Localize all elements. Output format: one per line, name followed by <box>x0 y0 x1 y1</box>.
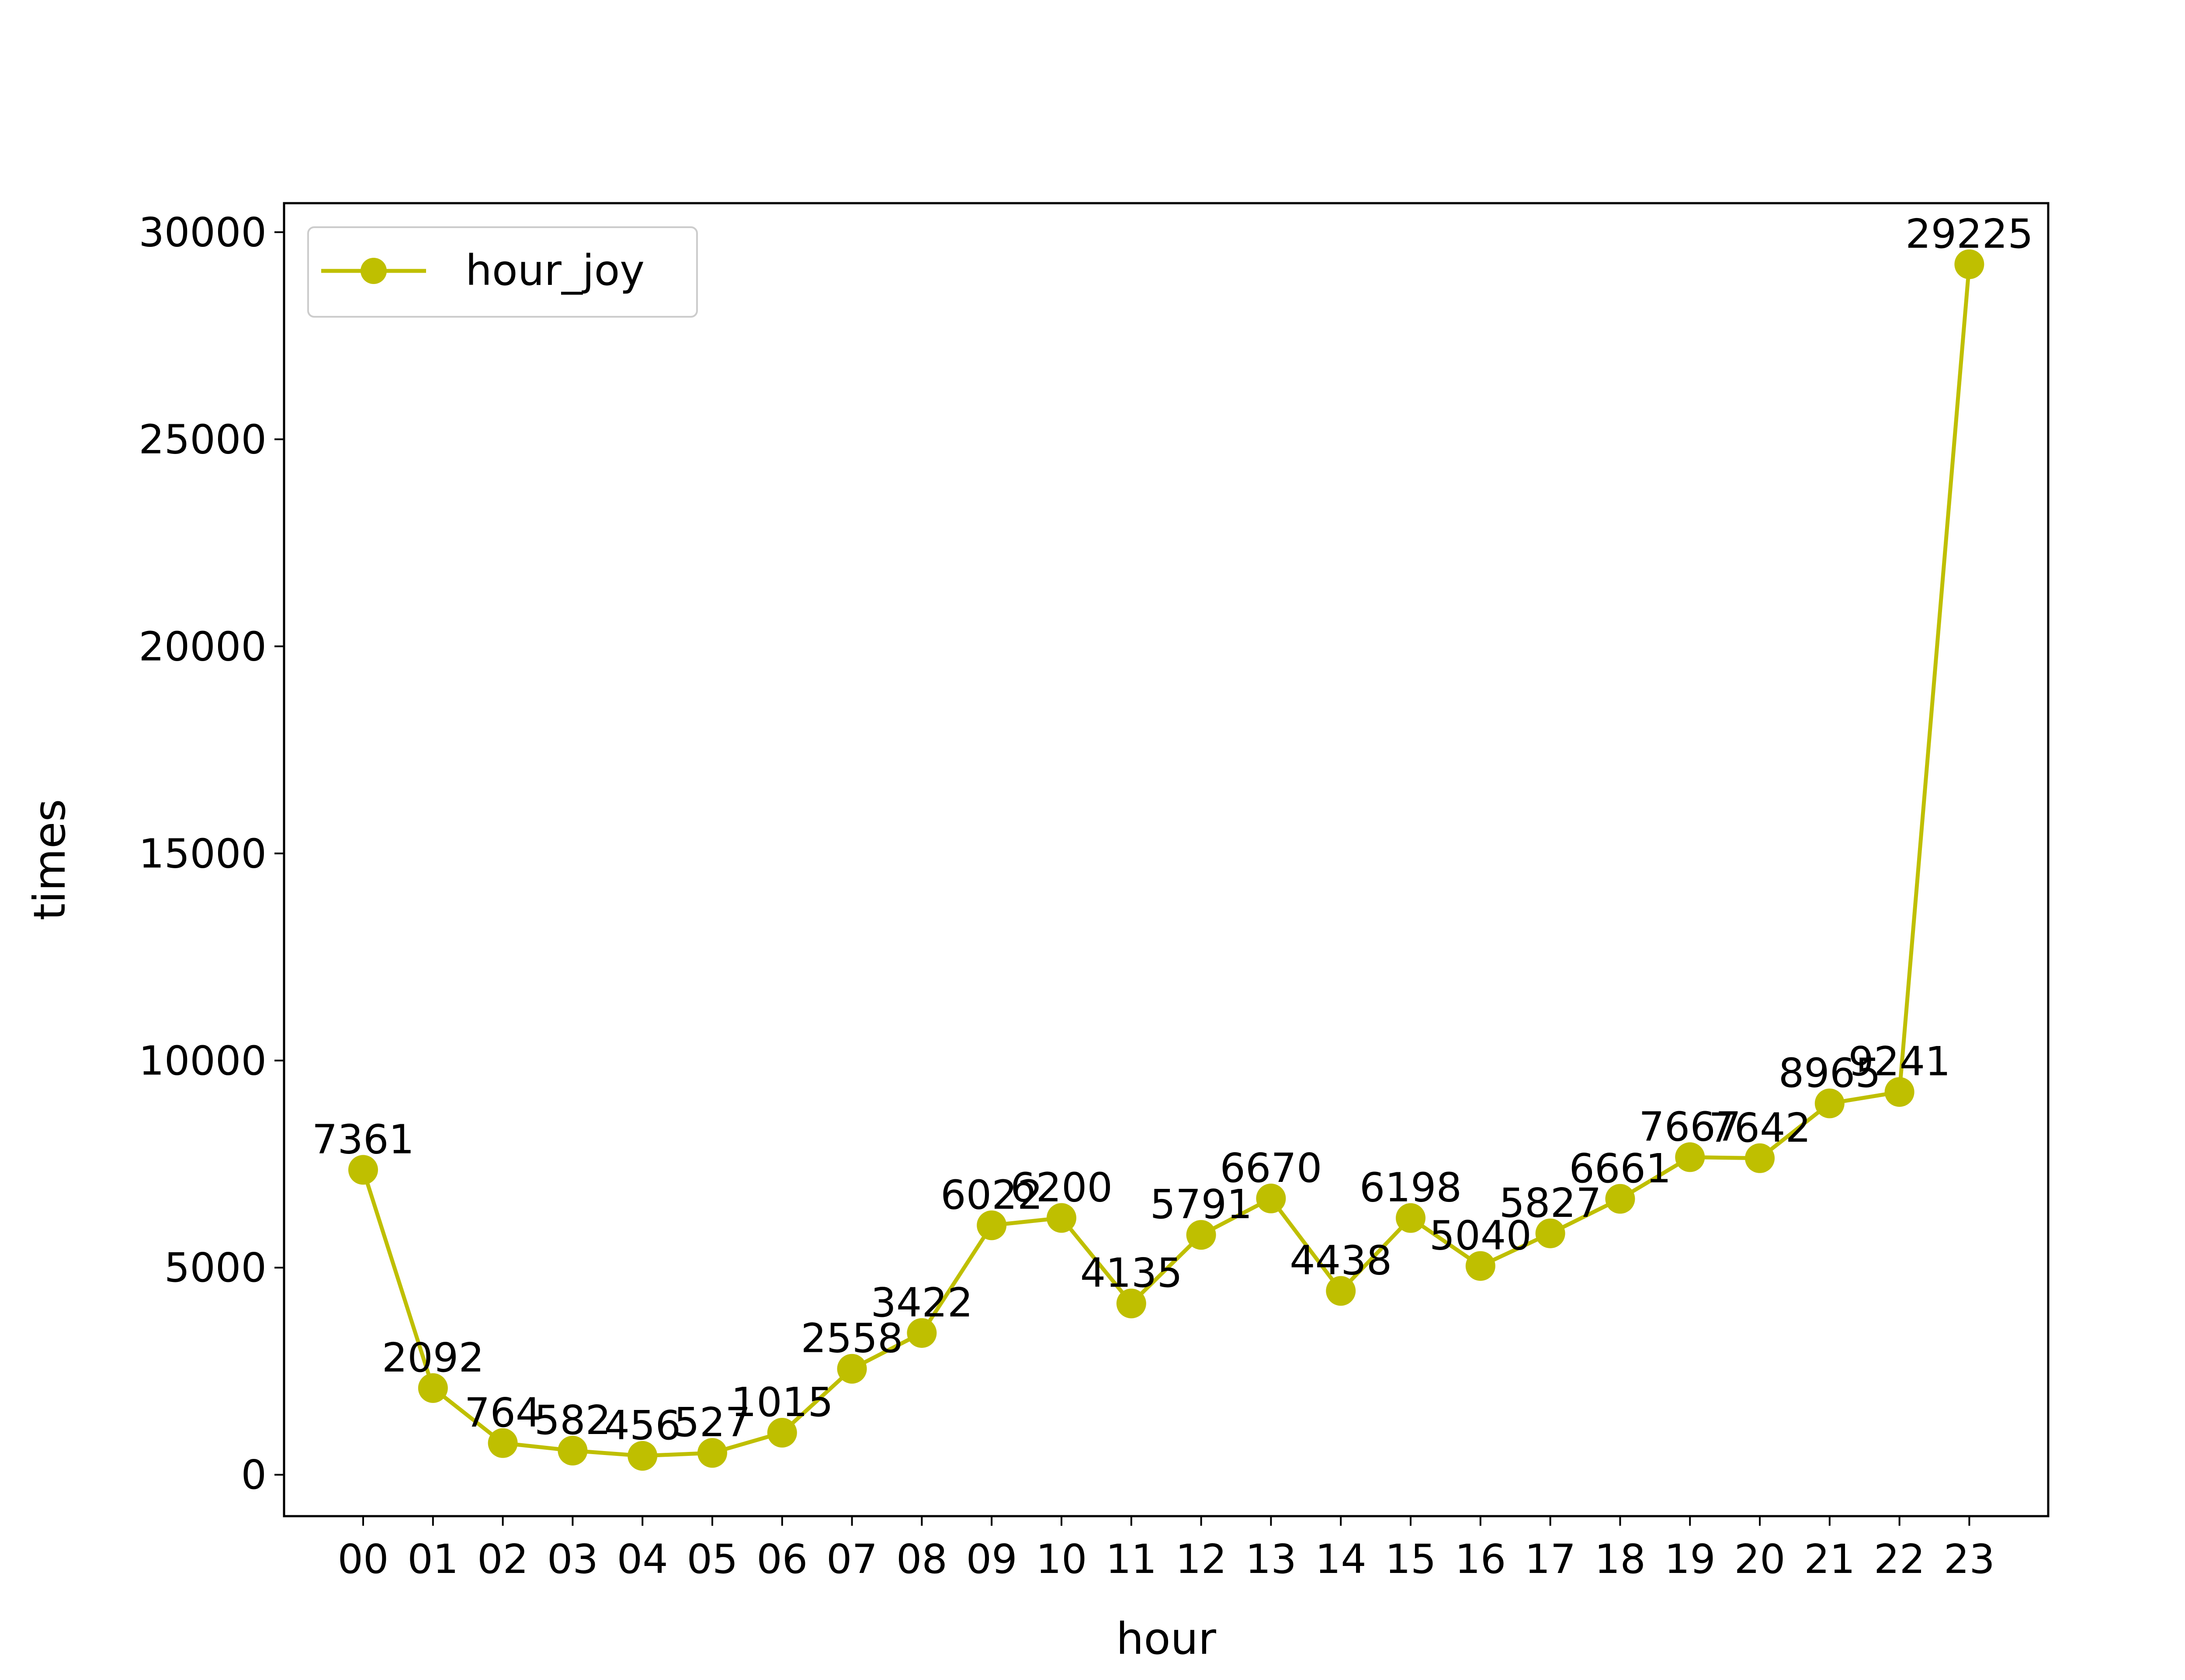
x-axis-title: hour <box>1116 1613 1217 1664</box>
data-point <box>1675 1142 1705 1172</box>
x-tick-label: 22 <box>1874 1536 1925 1583</box>
data-label: 8965 <box>1779 1050 1881 1096</box>
data-label: 2558 <box>801 1315 903 1362</box>
data-point <box>977 1210 1007 1240</box>
x-tick-label: 00 <box>337 1536 388 1583</box>
data-label: 6198 <box>1360 1164 1462 1211</box>
data-label: 456 <box>604 1402 681 1449</box>
data-label: 6200 <box>1010 1164 1113 1211</box>
data-point <box>1326 1276 1356 1306</box>
y-tick-label: 0 <box>241 1451 267 1498</box>
x-tick-label: 21 <box>1804 1536 1855 1583</box>
y-tick-label: 5000 <box>164 1244 267 1291</box>
data-point <box>488 1428 518 1458</box>
data-label: 29225 <box>1905 211 2033 257</box>
x-tick-label: 19 <box>1665 1536 1716 1583</box>
x-tick-label: 10 <box>1036 1536 1087 1583</box>
data-point <box>628 1441 658 1471</box>
data-label: 2092 <box>382 1334 484 1381</box>
data-point <box>1465 1251 1495 1281</box>
x-tick-label: 09 <box>966 1536 1017 1583</box>
data-point <box>1535 1218 1565 1248</box>
data-label: 7667 <box>1639 1103 1741 1150</box>
data-label: 764 <box>465 1389 541 1436</box>
data-point <box>1954 249 1984 279</box>
data-label: 7642 <box>1709 1105 1811 1151</box>
data-label: 9241 <box>1849 1038 1951 1085</box>
data-point <box>907 1318 937 1348</box>
data-label: 5040 <box>1429 1212 1532 1259</box>
data-point <box>1814 1088 1845 1119</box>
data-label: 6661 <box>1569 1145 1671 1192</box>
x-tick-label: 05 <box>687 1536 738 1583</box>
x-tick-label: 08 <box>896 1536 947 1583</box>
data-label: 582 <box>534 1397 611 1444</box>
data-label: 5791 <box>1150 1181 1252 1228</box>
data-label: 4135 <box>1080 1250 1183 1296</box>
x-tick-label: 14 <box>1315 1536 1366 1583</box>
y-axis-title: times <box>24 799 75 920</box>
x-tick-label: 11 <box>1106 1536 1157 1583</box>
data-label: 5827 <box>1499 1180 1602 1226</box>
x-tick-label: 23 <box>1944 1536 1995 1583</box>
y-tick-label: 15000 <box>139 830 267 877</box>
x-tick-label: 06 <box>756 1536 808 1583</box>
data-label: 4438 <box>1290 1237 1392 1284</box>
legend: hour_joy <box>307 226 698 318</box>
data-label: 1015 <box>731 1379 833 1426</box>
data-point <box>837 1354 867 1384</box>
axes-frame <box>283 202 2050 1517</box>
data-point <box>558 1436 588 1466</box>
data-point <box>1116 1289 1146 1319</box>
x-tick-label: 12 <box>1176 1536 1227 1583</box>
x-tick-label: 16 <box>1455 1536 1506 1583</box>
data-point <box>418 1373 448 1403</box>
data-label: 3422 <box>871 1279 973 1326</box>
x-tick-label: 07 <box>826 1536 877 1583</box>
data-point <box>697 1438 727 1468</box>
x-tick-label: 13 <box>1245 1536 1297 1583</box>
x-tick-label: 17 <box>1525 1536 1576 1583</box>
x-tick-label: 18 <box>1595 1536 1646 1583</box>
legend-box <box>307 226 698 318</box>
data-label: 6670 <box>1220 1145 1322 1192</box>
y-tick-label: 10000 <box>139 1037 267 1084</box>
legend-marker-icon <box>361 258 387 284</box>
data-point <box>1256 1183 1286 1213</box>
y-tick-label: 25000 <box>139 416 267 463</box>
data-point <box>1047 1203 1076 1233</box>
data-label: 7361 <box>312 1116 414 1163</box>
plot-area: 0 5000 10000 15000 20000 25000 30000 00 01 02 03 04… <box>139 202 2050 1583</box>
legend-entry-hour-joy: hour_joy <box>465 246 645 295</box>
data-point <box>767 1417 797 1448</box>
x-tick-label: 01 <box>407 1536 458 1583</box>
y-tick-label: 30000 <box>139 209 267 256</box>
x-tick-label: 04 <box>617 1536 668 1583</box>
x-tick-label: 20 <box>1734 1536 1785 1583</box>
data-label: 527 <box>674 1399 751 1446</box>
data-point <box>1745 1143 1775 1173</box>
data-point <box>348 1155 378 1185</box>
data-point <box>1186 1220 1216 1250</box>
x-tick-label: 15 <box>1385 1536 1436 1583</box>
data-point <box>1605 1184 1635 1214</box>
x-tick-label: 03 <box>547 1536 598 1583</box>
data-point <box>1396 1203 1425 1233</box>
y-tick-label: 20000 <box>139 623 267 670</box>
data-point <box>1884 1077 1914 1107</box>
x-tick-label: 02 <box>477 1536 528 1583</box>
data-label: 6022 <box>940 1171 1043 1218</box>
